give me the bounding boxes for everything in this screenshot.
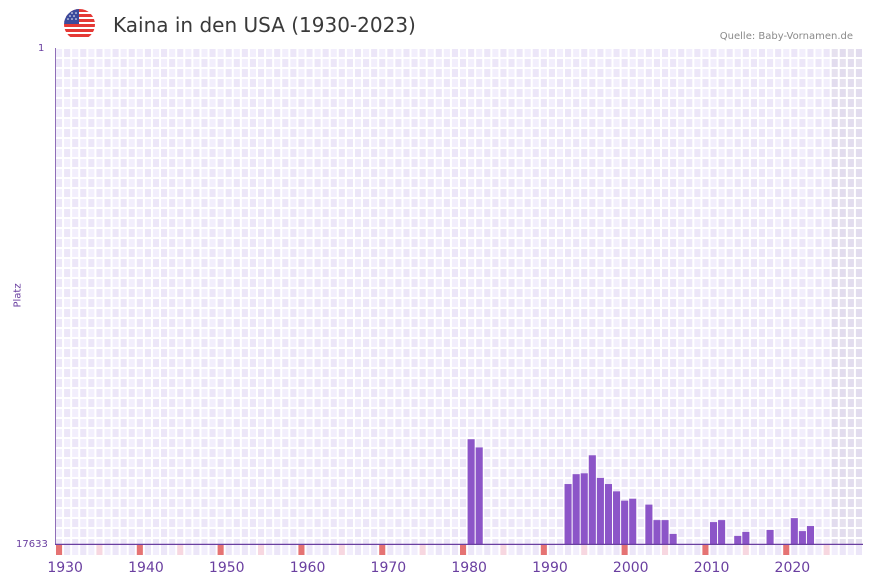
bar-2010[interactable]: [718, 520, 726, 545]
bar-2004[interactable]: [669, 533, 677, 545]
x-tick-2000: 2000: [612, 560, 649, 576]
bar-2019[interactable]: [790, 518, 798, 545]
x-tick-1970: 1970: [370, 560, 407, 576]
bar-1993[interactable]: [580, 473, 588, 545]
bar-2002[interactable]: [653, 520, 661, 545]
y-tick-top: 1: [38, 43, 45, 54]
chart-plot-area: [55, 48, 863, 545]
bar-1991[interactable]: [564, 484, 572, 545]
bar-2001[interactable]: [645, 504, 653, 545]
x-tick-1950: 1950: [208, 560, 245, 576]
bar-2012[interactable]: [734, 535, 742, 545]
bar-2003[interactable]: [661, 520, 669, 545]
grid: [56, 49, 862, 545]
year-markers: [56, 545, 862, 555]
bar-1980[interactable]: [475, 447, 483, 545]
bar-2009[interactable]: [709, 522, 718, 545]
x-tick-1930: 1930: [47, 560, 83, 576]
source-label: Quelle: Baby-Vornamen.de: [719, 31, 853, 42]
bar-2021[interactable]: [806, 526, 815, 545]
bar-2020[interactable]: [798, 531, 806, 545]
usa-flag-icon: [64, 9, 95, 40]
x-tick-2010: 2010: [693, 560, 730, 576]
bar-1995[interactable]: [596, 477, 604, 545]
y-axis-title: Platz: [12, 283, 24, 308]
bar-1994[interactable]: [588, 455, 596, 545]
x-tick-1960: 1960: [289, 560, 326, 576]
x-tick-1940: 1940: [128, 560, 164, 576]
x-axis-labels: 1930 1940 1950 1960 1970 1980 1990 2000 2010 2020: [0, 560, 873, 580]
bar-1992[interactable]: [572, 474, 580, 545]
x-tick-2020: 2020: [774, 560, 811, 576]
bar-2013[interactable]: [742, 531, 750, 545]
bar-1979[interactable]: [467, 439, 475, 545]
chart-title: Kaina in den USA (1930-2023): [113, 13, 416, 37]
bars: [467, 439, 815, 545]
bar-1997[interactable]: [613, 491, 621, 545]
bar-1996[interactable]: [604, 484, 613, 545]
bar-2016[interactable]: [766, 529, 774, 545]
y-tick-bottom: 17633: [16, 539, 48, 550]
bar-1999[interactable]: [629, 498, 637, 545]
bar-1998[interactable]: [621, 500, 629, 545]
x-tick-1990: 1990: [532, 560, 568, 576]
x-tick-1980: 1980: [451, 560, 487, 576]
